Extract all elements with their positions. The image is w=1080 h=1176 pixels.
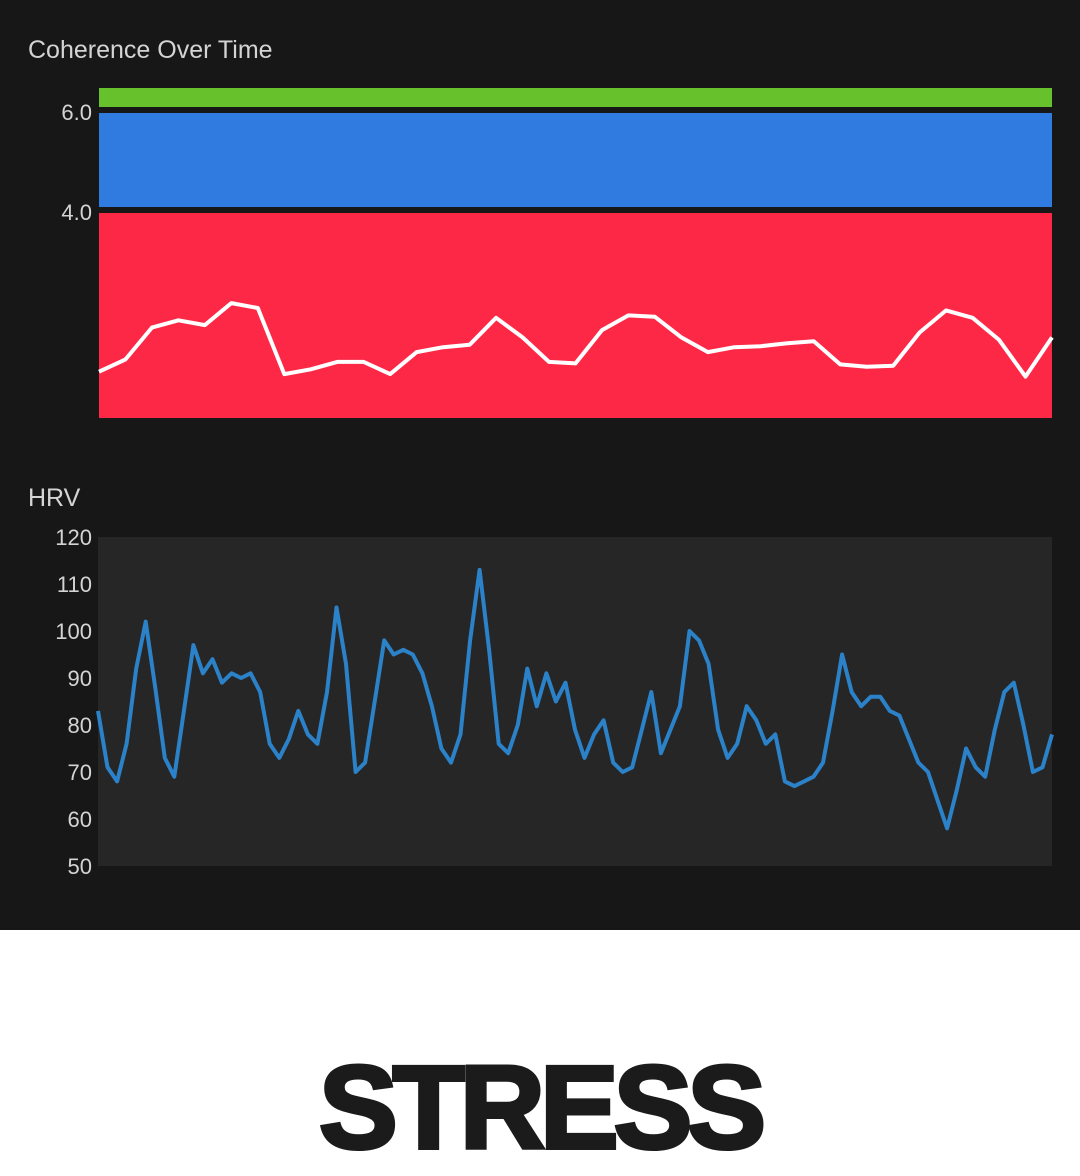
hrv-y-tick-label: 60 xyxy=(68,807,92,832)
coherence-band-high xyxy=(99,88,1052,107)
coherence-chart: 6.0 4.0 xyxy=(61,88,1054,418)
coherence-y-tick-label: 6.0 xyxy=(61,100,92,125)
hrv-y-tick-label: 80 xyxy=(68,713,92,738)
hrv-chart-title: HRV xyxy=(28,484,81,512)
hrv-series-line xyxy=(96,567,1054,831)
hrv-y-tick-label: 50 xyxy=(68,854,92,879)
hrv-y-tick-label: 110 xyxy=(57,572,92,597)
hrv-plot-area xyxy=(98,537,1052,866)
chart-panel: Coherence Over Time HRV 6.0 4.0 120 110 100… xyxy=(0,0,1080,930)
hrv-y-tick-label: 90 xyxy=(68,666,92,691)
stress-caption: STRESS xyxy=(317,1040,768,1176)
hrv-y-tick-label: 70 xyxy=(68,760,92,785)
coherence-band-medium xyxy=(99,113,1052,207)
hrv-chart: 120 110 100 90 80 70 60 50 xyxy=(55,525,1054,879)
coherence-band-low xyxy=(99,213,1052,418)
coherence-series-line xyxy=(98,301,1054,379)
hrv-y-tick-label: 100 xyxy=(55,619,92,644)
coherence-chart-title: Coherence Over Time xyxy=(28,36,273,64)
hrv-y-tick-label: 120 xyxy=(55,525,92,550)
coherence-y-tick-label: 4.0 xyxy=(61,200,92,225)
